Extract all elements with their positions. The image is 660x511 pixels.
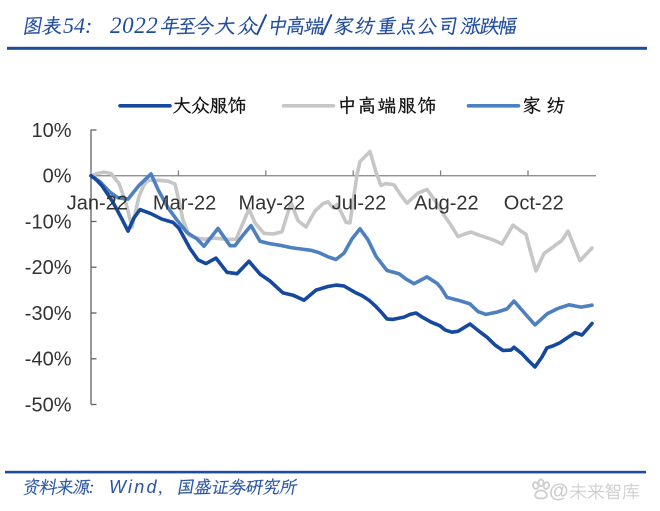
svg-text:-30%: -30% bbox=[25, 303, 72, 325]
svg-text:54:: 54: bbox=[63, 13, 92, 38]
svg-text:2022: 2022 bbox=[110, 13, 158, 38]
svg-text:-40%: -40% bbox=[25, 349, 72, 371]
svg-text:,: , bbox=[158, 477, 163, 497]
svg-text:10%: 10% bbox=[31, 120, 71, 142]
svg-text:Wind: Wind bbox=[109, 477, 159, 497]
svg-text:Jan-22: Jan-22 bbox=[67, 193, 128, 215]
svg-text:Mar-22: Mar-22 bbox=[153, 193, 216, 215]
svg-text:Aug-22: Aug-22 bbox=[414, 193, 479, 215]
svg-text:Oct-22: Oct-22 bbox=[504, 193, 564, 215]
svg-text:-50%: -50% bbox=[25, 394, 72, 416]
svg-text:May-22: May-22 bbox=[238, 193, 305, 215]
svg-text:@: @ bbox=[549, 481, 569, 503]
svg-text:Jul-22: Jul-22 bbox=[332, 193, 386, 215]
svg-text:0%: 0% bbox=[43, 166, 72, 188]
svg-text:-10%: -10% bbox=[25, 211, 72, 233]
svg-text:-20%: -20% bbox=[25, 257, 72, 279]
svg-text::: : bbox=[89, 477, 95, 497]
